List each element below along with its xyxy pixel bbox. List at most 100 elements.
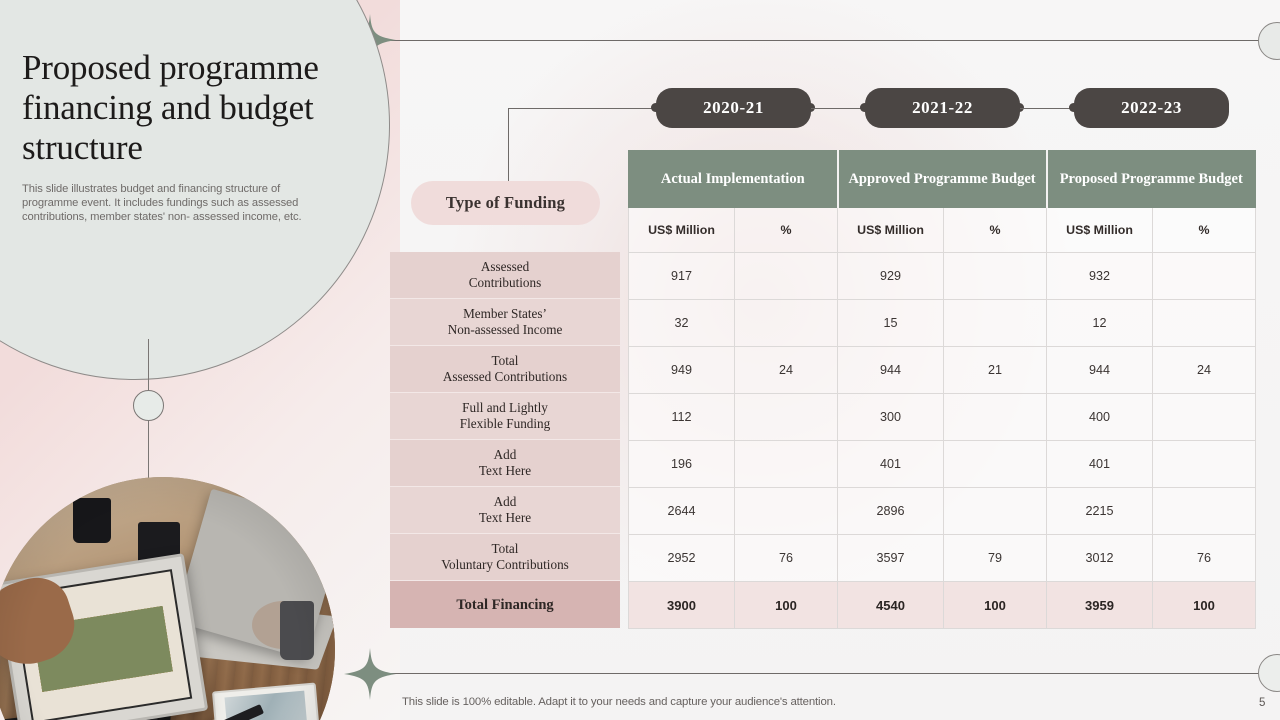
page-number: 5 [1259, 697, 1266, 709]
right-edge-circle-bottom [1258, 654, 1280, 692]
funding-type-label-column: Assessed Contributions Member States’ Non-a… [390, 252, 620, 628]
table-cell-r5-c3 [943, 487, 1048, 535]
table-cell-r0-c5 [1152, 252, 1257, 300]
page-title: Proposed programme financing and budget … [22, 48, 319, 167]
year-pill-2022-23[interactable]: 2022-23 [1074, 88, 1229, 128]
table-cell-r6-c1: 76 [733, 534, 839, 582]
label-line-2: Contributions [468, 275, 542, 290]
page-subtitle: This slide illustrates budget and financ… [22, 183, 302, 223]
photo-coffee-cup-3 [279, 601, 315, 660]
pill-dot-left-1 [860, 103, 869, 112]
table-cell-r2-c2: 944 [837, 346, 945, 394]
table-cell-r6-c5: 76 [1152, 534, 1257, 582]
label-line-1: Add [493, 447, 517, 462]
table-cell-r3-c5 [1152, 393, 1257, 441]
table-cell-r2-c0: 949 [628, 346, 735, 394]
photo-inner [0, 477, 335, 720]
pill-dot-right-1 [1015, 103, 1024, 112]
label-line-1: Total [491, 541, 519, 556]
year-pill-label-1: 2021-22 [912, 98, 973, 117]
label-line-1: Full and Lightly [462, 400, 548, 415]
table-unit-header-3: % [943, 207, 1048, 253]
table-cell-r3-c3 [943, 393, 1048, 441]
table-group-header-row: Actual Implementation Approved Programme … [627, 150, 1257, 208]
table-cell-r3-c2: 300 [837, 393, 945, 441]
table-cell-r7-c1: 100 [733, 581, 839, 629]
table-group-header-2: Proposed Programme Budget [1046, 150, 1257, 208]
label-line-1: Member States’ [463, 306, 547, 321]
footer-note: This slide is 100% editable. Adapt it to… [402, 696, 836, 708]
table-row: 112 300 400 [628, 393, 1257, 441]
table-cell-r5-c5 [1152, 487, 1257, 535]
pill-dot-right-0 [806, 103, 815, 112]
year-pill-2021-22[interactable]: 2021-22 [865, 88, 1020, 128]
table-cell-r0-c3 [943, 252, 1048, 300]
funding-type-label-7: Total Financing [390, 581, 620, 628]
photo-vignette [0, 477, 335, 720]
label-line-1: Total Financing [456, 596, 554, 613]
funding-type-label-3: Full and Lightly Flexible Funding [390, 393, 620, 440]
table-cell-r4-c5 [1152, 440, 1257, 488]
table-cell-r4-c0: 196 [628, 440, 735, 488]
label-line-2: Text Here [478, 510, 532, 525]
table-cell-r2-c1: 24 [733, 346, 839, 394]
label-line-2: Non-assessed Income [447, 322, 563, 337]
table-cell-r4-c3 [943, 440, 1048, 488]
bottom-divider-line [360, 673, 1260, 674]
table-cell-r2-c4: 944 [1046, 346, 1154, 394]
table-cell-r6-c3: 79 [943, 534, 1048, 582]
table-cell-r3-c0: 112 [628, 393, 735, 441]
table-cell-r0-c0: 917 [628, 252, 735, 300]
label-line-1: Total [491, 353, 519, 368]
table-row: 2952 76 3597 79 3012 76 [628, 534, 1257, 582]
funding-type-label-0: Assessed Contributions [390, 252, 620, 299]
year-pill-label-2: 2022-23 [1121, 98, 1182, 117]
table-cell-r6-c4: 3012 [1046, 534, 1154, 582]
table-cell-r2-c3: 21 [943, 346, 1048, 394]
year-pill-2020-21[interactable]: 2020-21 [656, 88, 811, 128]
table-cell-r4-c1 [733, 440, 839, 488]
table-cell-r1-c3 [943, 299, 1048, 347]
table-unit-header-2: US$ Million [837, 207, 945, 253]
funding-type-label-6: Total Voluntary Contributions [390, 534, 620, 581]
left-connector-node-circle [133, 390, 164, 421]
label-line-1: Assessed [480, 259, 530, 274]
budget-table: Actual Implementation Approved Programme … [627, 150, 1257, 629]
table-cell-r4-c2: 401 [837, 440, 945, 488]
type-of-funding-pill[interactable]: Type of Funding [411, 181, 600, 225]
elbow-horizontal-line [508, 108, 656, 109]
table-unit-header-row: US$ Million% US$ Million% US$ Million% [628, 207, 1257, 253]
table-row: 2644 2896 2215 [628, 487, 1257, 535]
label-line-2: Assessed Contributions [442, 369, 568, 384]
table-unit-header-4: US$ Million [1046, 207, 1154, 253]
table-cell-r0-c4: 932 [1046, 252, 1154, 300]
label-line-2: Text Here [478, 463, 532, 478]
pill-link-1 [811, 108, 865, 109]
table-row: 3900 100 4540 100 3959 100 [628, 581, 1257, 629]
table-cell-r1-c5 [1152, 299, 1257, 347]
year-pill-label-0: 2020-21 [703, 98, 764, 117]
table-unit-header-5: % [1152, 207, 1257, 253]
pill-link-2 [1020, 108, 1074, 109]
sparkle-star-icon-bottom [344, 648, 396, 700]
pill-dot-left-0 [651, 103, 660, 112]
funding-type-label-4: Add Text Here [390, 440, 620, 487]
table-cell-r2-c5: 24 [1152, 346, 1257, 394]
right-edge-circle-top [1258, 22, 1280, 60]
funding-type-label-1: Member States’ Non-assessed Income [390, 299, 620, 346]
label-line-2: Voluntary Contributions [441, 557, 569, 572]
table-cell-r5-c4: 2215 [1046, 487, 1154, 535]
table-cell-r6-c2: 3597 [837, 534, 945, 582]
table-group-header-1: Approved Programme Budget [837, 150, 1048, 208]
table-cell-r1-c2: 15 [837, 299, 945, 347]
table-row: 196 401 401 [628, 440, 1257, 488]
pill-dot-left-2 [1069, 103, 1078, 112]
table-cell-r3-c4: 400 [1046, 393, 1154, 441]
table-cell-r4-c4: 401 [1046, 440, 1154, 488]
table-row: 32 15 12 [628, 299, 1257, 347]
table-cell-r1-c4: 12 [1046, 299, 1154, 347]
table-cell-r0-c1 [733, 252, 839, 300]
table-cell-r0-c2: 929 [837, 252, 945, 300]
table-cell-r7-c2: 4540 [837, 581, 945, 629]
